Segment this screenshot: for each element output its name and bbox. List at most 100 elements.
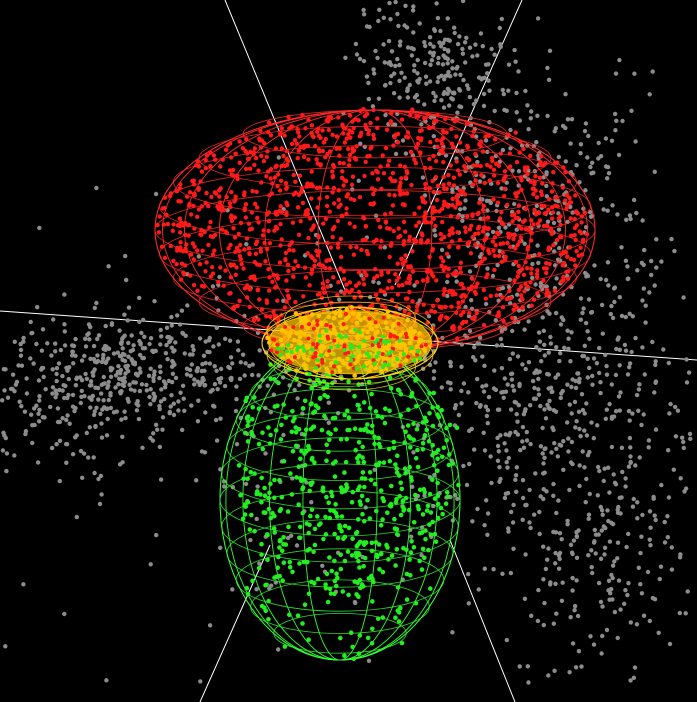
red-point <box>323 216 329 222</box>
red-point <box>332 201 337 206</box>
background-point <box>591 170 596 175</box>
background-point <box>137 319 142 324</box>
background-point <box>568 141 573 146</box>
red-point <box>434 137 440 143</box>
green-point <box>369 548 375 554</box>
red-point <box>351 252 357 257</box>
green-point <box>244 585 250 591</box>
background-point <box>627 311 632 316</box>
background-point <box>158 327 163 333</box>
background-point <box>101 398 106 403</box>
green-point <box>324 384 330 390</box>
background-point <box>214 325 219 330</box>
red-point <box>448 214 454 219</box>
red-point <box>352 155 357 161</box>
red-point <box>178 240 183 245</box>
background-point <box>387 0 392 6</box>
red-point <box>523 168 528 173</box>
background-point <box>623 314 628 320</box>
background-point <box>66 376 72 382</box>
background-point <box>654 237 659 242</box>
background-point <box>146 373 152 378</box>
background-point <box>371 67 376 72</box>
red-point <box>424 310 430 316</box>
red-point <box>532 207 537 213</box>
background-point <box>427 50 433 55</box>
red-point <box>433 174 439 180</box>
background-point <box>650 69 655 74</box>
background-point <box>504 460 509 465</box>
red-point <box>516 203 522 208</box>
yellow-point <box>343 325 349 330</box>
background-point <box>440 62 446 67</box>
background-point <box>170 371 176 376</box>
red-point <box>361 282 367 287</box>
red-point <box>228 242 233 247</box>
background-point <box>488 454 493 459</box>
red-point <box>473 242 478 247</box>
background-point <box>184 366 190 371</box>
red-point <box>548 226 554 231</box>
yellow-point <box>301 316 307 322</box>
red-point <box>293 299 298 305</box>
background-point <box>62 329 67 334</box>
background-point <box>558 395 563 401</box>
background-point <box>148 387 153 392</box>
red-point <box>296 205 301 210</box>
green-point <box>443 501 449 507</box>
green-point <box>398 480 404 486</box>
background-point <box>510 520 516 525</box>
background-point <box>445 279 450 285</box>
background-point <box>615 212 620 217</box>
background-point <box>586 297 592 302</box>
yellow-overlap-green-point <box>373 340 378 345</box>
background-point <box>106 264 111 269</box>
yellow-point <box>346 314 351 320</box>
green-point <box>262 485 267 491</box>
red-point <box>529 238 534 243</box>
background-point <box>552 668 557 673</box>
background-point <box>207 623 213 628</box>
background-point <box>577 376 582 381</box>
background-point <box>166 378 172 384</box>
red-point <box>186 222 192 228</box>
background-point <box>438 28 443 34</box>
yellow-overlap-green-point <box>376 351 381 355</box>
background-point <box>622 601 627 606</box>
green-point <box>368 477 374 483</box>
red-point <box>207 225 212 230</box>
background-point <box>486 394 492 400</box>
background-point <box>36 378 42 383</box>
background-point <box>354 52 360 57</box>
background-point <box>514 489 519 494</box>
yellow-point <box>351 311 356 316</box>
yellow-overlap-red-point <box>403 331 408 336</box>
red-point <box>434 197 440 203</box>
red-point <box>356 118 361 123</box>
background-point <box>141 317 146 323</box>
green-point <box>435 493 441 499</box>
red-point <box>245 156 251 162</box>
background-point <box>633 335 638 341</box>
green-point <box>278 437 284 442</box>
background-point <box>634 622 640 627</box>
green-point <box>413 492 418 498</box>
red-point <box>253 155 259 161</box>
background-point <box>36 411 41 416</box>
background-point <box>154 532 159 538</box>
background-point <box>70 353 75 358</box>
red-point <box>301 143 307 148</box>
red-point <box>564 206 569 211</box>
red-point <box>371 107 376 113</box>
yellow-cluster-points <box>265 305 432 378</box>
red-point <box>441 259 446 264</box>
green-point <box>365 497 370 503</box>
green-point <box>393 563 398 568</box>
background-point <box>510 351 515 356</box>
red-point <box>246 221 252 226</box>
red-point <box>434 118 439 124</box>
red-point <box>431 189 437 195</box>
green-point <box>382 420 388 426</box>
